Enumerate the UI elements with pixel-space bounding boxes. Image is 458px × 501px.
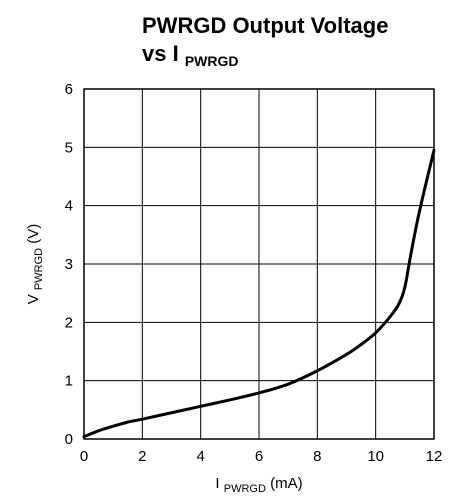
x-tick-label: 8 — [313, 448, 321, 465]
y-axis-label: V PWRGD (V) — [25, 224, 46, 305]
x-tick-label: 2 — [138, 448, 146, 465]
chart-title-line2-prefix: vs I — [142, 41, 179, 66]
y-tick-label: 2 — [65, 314, 73, 331]
x-tick-label: 0 — [80, 448, 88, 465]
y-axis-label-prefix: V — [25, 294, 42, 304]
x-tick-label: 10 — [367, 448, 384, 465]
y-tick-label: 4 — [65, 198, 73, 215]
x-axis-label: I PWRGD (mA) — [215, 475, 302, 496]
y-axis-label-subscript: PWRGD — [33, 248, 45, 290]
chart-title: PWRGD Output Voltage vs I PWRGD — [142, 13, 388, 69]
x-tick-labels: 0 2 4 6 8 10 12 — [80, 448, 443, 465]
x-axis-label-suffix: (mA) — [270, 475, 303, 492]
chart-title-line1: PWRGD Output Voltage — [142, 13, 388, 38]
y-tick-label: 5 — [65, 139, 73, 156]
plot-frame — [83, 88, 435, 440]
x-tick-label: 4 — [196, 448, 204, 465]
y-tick-label: 0 — [65, 431, 73, 448]
y-tick-label: 6 — [65, 81, 73, 98]
y-tick-label: 3 — [65, 256, 73, 273]
y-axis-label-suffix: (V) — [25, 224, 42, 244]
grid-lines — [84, 89, 434, 439]
y-tick-label: 1 — [65, 373, 73, 390]
chart-title-line2-subscript: PWRGD — [185, 53, 239, 69]
x-axis-label-subscript: PWRGD — [224, 483, 266, 495]
chart-title-line2: vs I PWRGD — [142, 41, 239, 69]
series-line — [82, 148, 436, 439]
x-axis-label-prefix: I — [215, 475, 219, 492]
x-tick-label: 6 — [255, 448, 263, 465]
y-tick-labels: 0 1 2 3 4 5 6 — [65, 81, 73, 448]
x-tick-label: 12 — [426, 448, 443, 465]
data-series — [82, 148, 436, 439]
